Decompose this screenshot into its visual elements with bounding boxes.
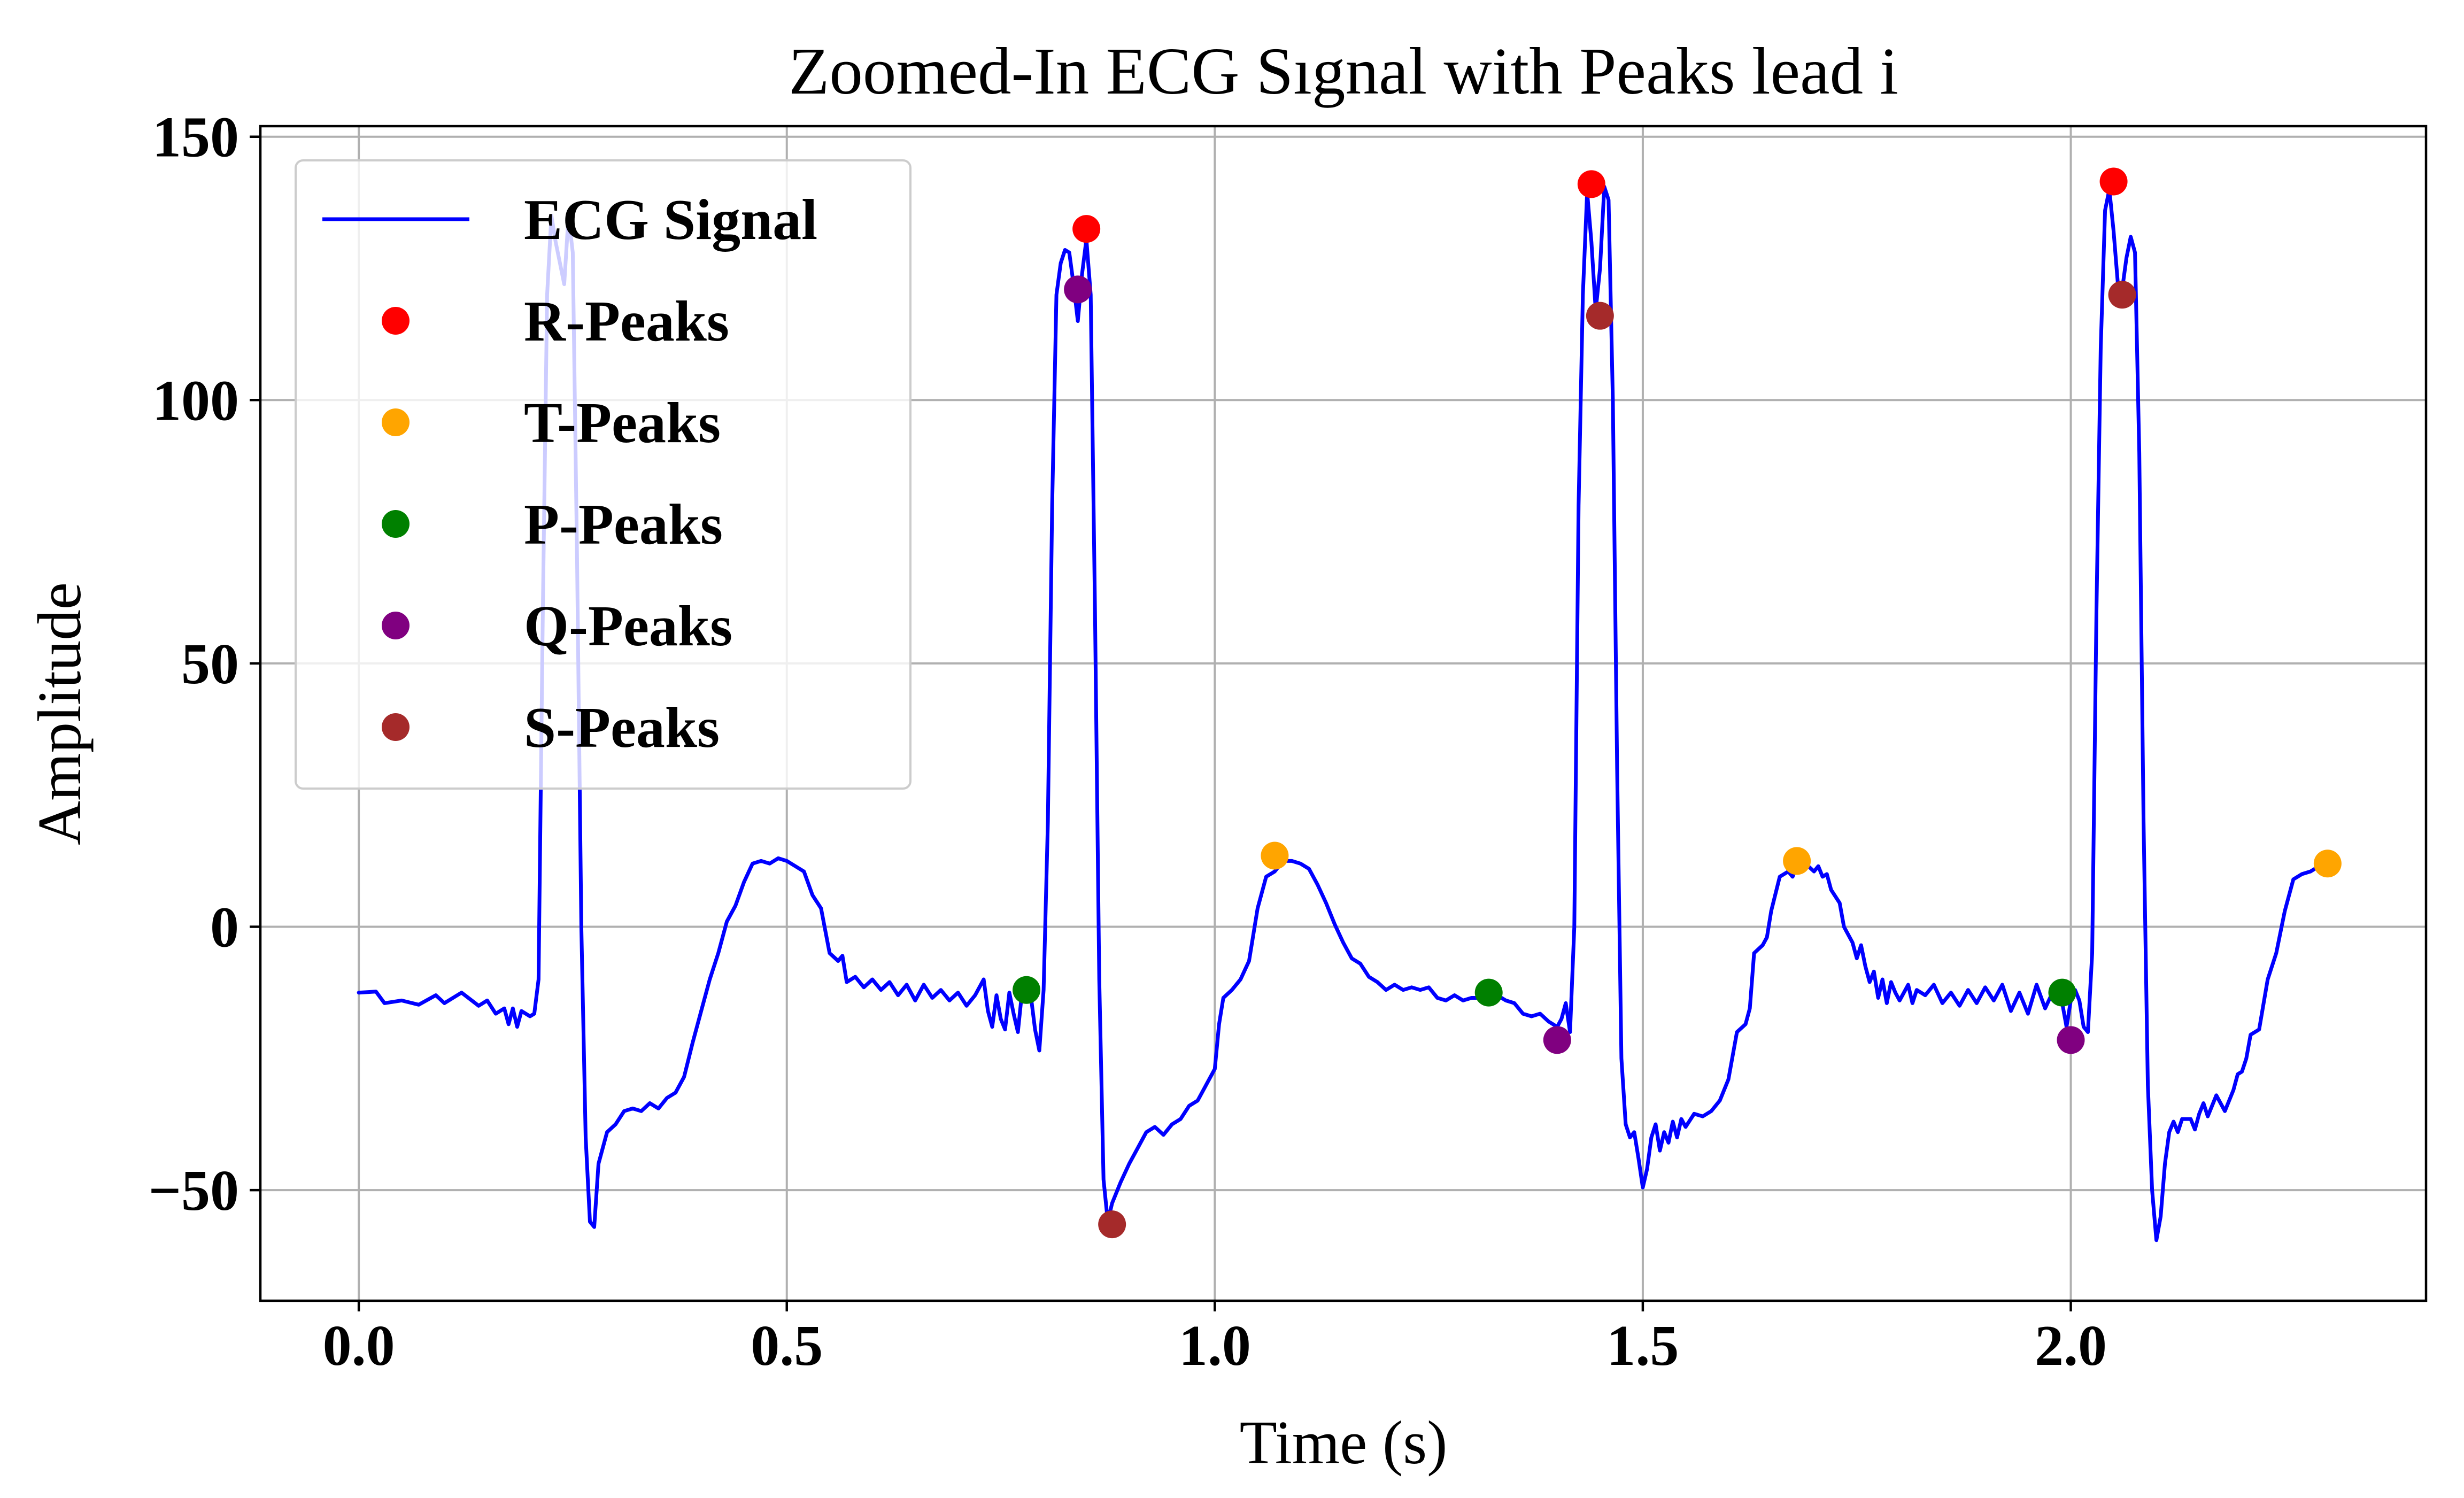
- legend-marker-swatch: [382, 510, 410, 538]
- s-peaks-point: [1098, 1210, 1126, 1239]
- x-tick-label: 1.5: [1606, 1314, 1679, 1378]
- x-tick-label: 0.0: [323, 1314, 395, 1378]
- legend-label: S-Peaks: [524, 696, 720, 760]
- t-peaks-point: [2313, 850, 2342, 878]
- y-tick-label: 50: [181, 632, 239, 696]
- grid: [260, 126, 2426, 1301]
- p-peaks-point: [1013, 976, 1041, 1004]
- legend-label: R-Peaks: [524, 290, 729, 353]
- y-tick-label: 150: [152, 106, 239, 169]
- x-axis-label: Time (s): [1240, 1409, 1448, 1477]
- r-peaks-point: [1577, 170, 1605, 198]
- legend-label: Q-Peaks: [524, 594, 732, 658]
- x-axis: 0.0 0.5 1.0 1.5 2.0: [323, 1301, 2107, 1378]
- x-tick-label: 0.5: [751, 1314, 823, 1378]
- ecg-signal-line: [357, 184, 2330, 1242]
- p-peaks-point: [2048, 978, 2076, 1007]
- legend-label: P-Peaks: [524, 493, 723, 557]
- legend: ECG Signal R-Peaks T-Peaks P-Peaks Q-Peaks S-…: [295, 159, 912, 790]
- chart-title: Zoomed-In ECG Sıgnal with Peaks lead i: [789, 35, 1898, 109]
- q-peaks-point: [1064, 275, 1092, 304]
- legend-marker-swatch: [382, 307, 410, 335]
- y-tick-label: −50: [148, 1159, 239, 1223]
- legend-box: [295, 159, 912, 790]
- t-peaks-point: [1783, 847, 1811, 875]
- q-peaks-point: [1543, 1026, 1571, 1054]
- y-axis-label: Amplitude: [26, 582, 94, 845]
- x-tick-label: 2.0: [2035, 1314, 2107, 1378]
- s-peaks-point: [2108, 281, 2136, 309]
- q-peaks-point: [2057, 1026, 2085, 1054]
- legend-marker-swatch: [382, 713, 410, 741]
- points-layer: [1013, 167, 2342, 1239]
- r-peaks-point: [2099, 167, 2128, 196]
- r-peaks-point: [1072, 215, 1101, 243]
- legend-marker-swatch: [382, 612, 410, 639]
- series-layer: [357, 184, 2330, 1242]
- legend-label: T-Peaks: [524, 391, 721, 455]
- plot-frame: [259, 125, 2428, 1302]
- y-tick-label: 0: [210, 896, 239, 960]
- legend-marker-swatch: [382, 408, 410, 436]
- t-peaks-point: [1261, 841, 1289, 870]
- y-tick-label: 100: [152, 369, 239, 433]
- legend-label: ECG Signal: [524, 188, 817, 252]
- x-tick-label: 1.0: [1179, 1314, 1251, 1378]
- p-peaks-point: [1474, 978, 1503, 1007]
- y-axis: −50 0 50 100 150: [148, 106, 260, 1223]
- s-peaks-point: [1586, 302, 1614, 330]
